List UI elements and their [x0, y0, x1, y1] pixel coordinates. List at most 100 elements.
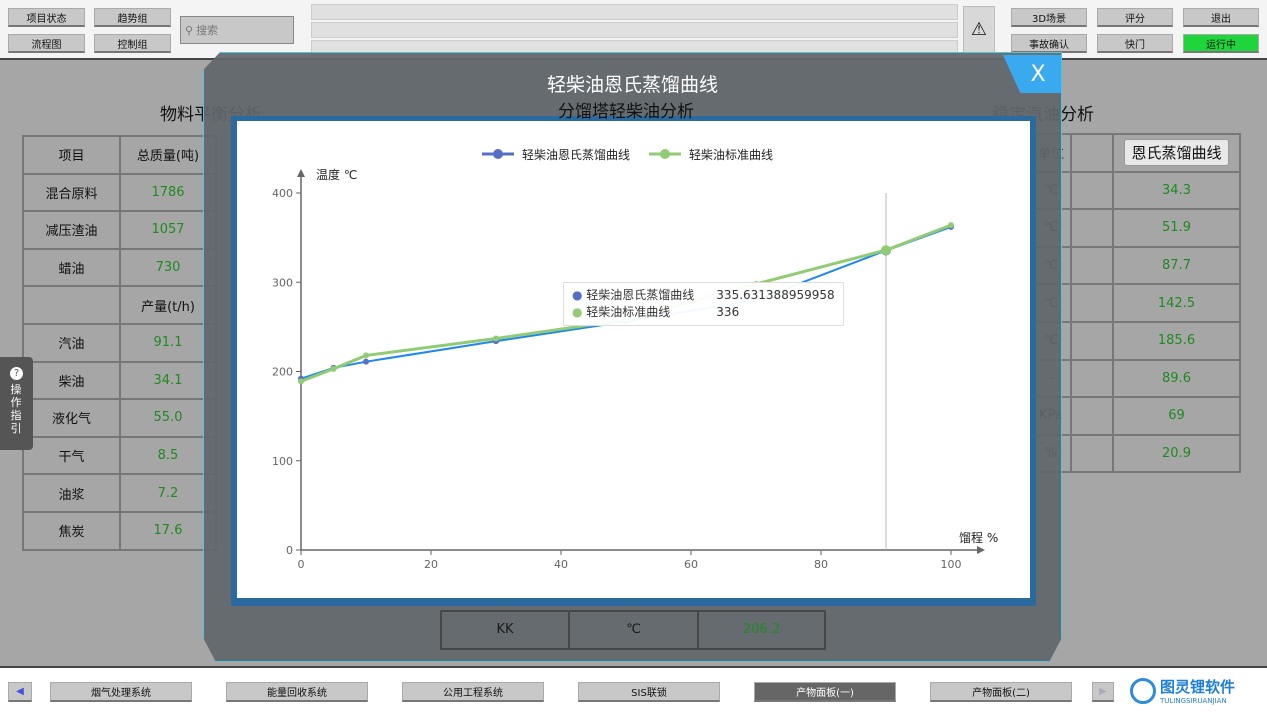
chart-container: 0 20 40 60 80 100 0 100 200 300 400 温度 ℃ 馏程 % 轻柴油恩氏蒸馏… [237, 121, 1030, 598]
table-row: ℃87.7 [1030, 245, 1241, 286]
data-point [330, 365, 337, 372]
table-row: ℃185.6 [1030, 320, 1241, 361]
operation-guide-tab[interactable]: ? 操作指引 [0, 357, 33, 450]
prev-arrow-icon[interactable]: ◀ [8, 682, 32, 702]
logo: 图灵锂软件 TULINGSIRUANJIAN [1130, 676, 1235, 705]
item-name [22, 285, 121, 325]
search-input[interactable]: ⚲ 搜索 [180, 16, 294, 44]
project-status-button[interactable]: 项目状态 [8, 8, 85, 27]
y-tick-label: 0 [286, 544, 293, 557]
table-header-row: 单位恩氏蒸馏曲线 [1030, 133, 1241, 173]
blank-cell [1070, 283, 1114, 323]
data-point [881, 245, 891, 256]
data-point [493, 335, 499, 342]
x-tick-label: 0 [298, 558, 305, 571]
item-name: 油浆 [22, 473, 121, 513]
item-value: 7.2 [119, 473, 217, 513]
x-tick-label: 60 [684, 558, 698, 571]
table-row: 减压渣油 1057 [22, 210, 217, 250]
item-value: 8.5 [119, 435, 217, 476]
nav-button[interactable]: 产物面板(一) [754, 682, 896, 702]
table-row: KPa69 [1030, 396, 1241, 436]
3d-scene-button[interactable]: 3D场景 [1011, 8, 1087, 27]
nav-button[interactable]: 烟气处理系统 [50, 682, 192, 702]
item-name: 混合原料 [22, 172, 121, 213]
value-cell: 34.3 [1112, 170, 1241, 211]
trend-group-button[interactable]: 趋势组 [94, 8, 171, 27]
blank-cell [1070, 208, 1114, 248]
enst-curve-button[interactable]: 恩氏蒸馏曲线 [1124, 139, 1229, 167]
blank-cell [1070, 133, 1114, 173]
table-row: 混合原料 1786 [22, 172, 217, 213]
item-name: 蜡油 [22, 247, 121, 288]
item-name: 焦炭 [22, 510, 121, 551]
blank-cell [1070, 358, 1114, 399]
chart-tooltip: ● 轻柴油恩氏蒸馏曲线 335.631388959958 ● 轻柴油标准曲线 336 [563, 282, 844, 326]
item-name: 柴油 [22, 360, 121, 401]
help-icon: ? [10, 367, 23, 380]
item-value: 1057 [119, 210, 217, 250]
table-row: 汽油 91.1 [22, 322, 217, 363]
tooltip-series-name: 轻柴油恩氏蒸馏曲线 [586, 288, 695, 302]
table-row: ℃51.9 [1030, 208, 1241, 248]
value-cell: 69 [1112, 396, 1241, 436]
blank-cell [1070, 433, 1114, 474]
tooltip-row: ● 轻柴油恩氏蒸馏曲线 335.631388959958 [572, 288, 835, 302]
table-row: 干气 8.5 [22, 435, 217, 476]
tooltip-series-name: 轻柴油标准曲线 [586, 305, 671, 319]
cell-value: 206.2 [697, 610, 826, 650]
top-toolbar: 项目状态 趋势组 流程图 控制组 ⚲ 搜索 ⚠ 3D场景 评分 退出 事故确认 快… [0, 0, 1267, 60]
value-cell: 87.7 [1112, 245, 1241, 286]
table-row: ℃142.5 [1030, 283, 1241, 323]
table-row: KK ℃ 206.2 [440, 610, 826, 650]
logo-icon [1130, 677, 1156, 704]
cell-unit: ℃ [568, 610, 699, 650]
x-tick-label: 40 [554, 558, 568, 571]
legend-marker [660, 149, 670, 159]
exit-button[interactable]: 退出 [1183, 8, 1259, 27]
alarm-light-icon[interactable]: ⚠ [963, 6, 995, 53]
table-row: %20.9 [1030, 433, 1241, 474]
table-header-row: 项目 总质量(吨) [22, 135, 217, 175]
table-row: -89.6 [1030, 358, 1241, 399]
control-group-button[interactable]: 控制组 [94, 34, 171, 53]
accident-confirm-button[interactable]: 事故确认 [1011, 34, 1087, 53]
next-arrow-icon[interactable]: ▶ [1092, 682, 1114, 702]
tooltip-row: ● 轻柴油标准曲线 336 [572, 305, 740, 319]
value-cell: 185.6 [1112, 320, 1241, 361]
shutter-button[interactable]: 快门 [1097, 34, 1173, 53]
item-value: 17.6 [119, 510, 217, 551]
data-point [363, 352, 369, 359]
search-icon: ⚲ [185, 23, 194, 37]
item-value: 55.0 [119, 398, 217, 438]
table-row: ℃34.3 [1030, 170, 1241, 211]
nav-button[interactable]: SIS联锁 [578, 682, 720, 702]
tooltip-value: 335.631388959958 [716, 288, 835, 302]
x-tick-label: 100 [941, 558, 962, 571]
table-row: 油浆 7.2 [22, 473, 217, 513]
blank-cell [1070, 396, 1114, 436]
header-item: 项目 [22, 135, 121, 175]
nav-button[interactable]: 能量回收系统 [226, 682, 368, 702]
item-name: 液化气 [22, 398, 121, 438]
legend-marker [493, 149, 503, 159]
data-point [298, 378, 304, 385]
running-status-button[interactable]: 运行中 [1183, 34, 1259, 53]
score-button[interactable]: 评分 [1097, 8, 1173, 27]
y-tick-label: 400 [272, 187, 293, 200]
item-name: 干气 [22, 435, 121, 476]
item-name: 减压渣油 [22, 210, 121, 250]
nav-button[interactable]: 产物面板(二) [930, 682, 1072, 702]
flowchart-button[interactable]: 流程图 [8, 34, 85, 53]
table-row: 焦炭 17.6 [22, 510, 217, 551]
legend-label: 轻柴油标准曲线 [689, 148, 773, 162]
nav-button[interactable]: 公用工程系统 [402, 682, 544, 702]
table-row: 液化气 55.0 [22, 398, 217, 438]
modal-title: 轻柴油恩氏蒸馏曲线 [546, 74, 718, 96]
guide-label: 操作指引 [10, 383, 22, 435]
x-tick-label: 20 [424, 558, 438, 571]
diesel-analysis-title: 分馏塔轻柴油分析 [558, 102, 694, 122]
x-axis-arrow-icon [977, 546, 985, 554]
y-tick-label: 200 [272, 366, 293, 379]
item-value: 34.1 [119, 360, 217, 401]
